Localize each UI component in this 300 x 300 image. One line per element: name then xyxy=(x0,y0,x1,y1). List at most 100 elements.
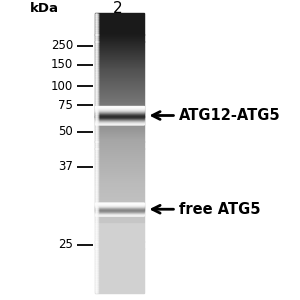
Bar xyxy=(95,192,144,193)
Bar xyxy=(95,164,144,165)
Bar xyxy=(95,112,144,113)
Bar xyxy=(95,62,144,63)
Bar xyxy=(95,234,144,235)
Bar xyxy=(95,93,144,94)
Bar xyxy=(95,254,144,255)
Bar xyxy=(95,82,144,83)
Bar xyxy=(95,204,144,205)
Bar xyxy=(95,167,144,168)
Bar xyxy=(95,123,144,124)
Bar xyxy=(95,264,144,265)
Bar xyxy=(95,99,144,100)
Bar xyxy=(95,22,144,23)
Bar xyxy=(95,75,144,76)
Bar xyxy=(95,52,144,53)
Bar xyxy=(95,151,144,152)
Bar xyxy=(95,21,144,22)
Bar xyxy=(95,20,144,21)
Bar xyxy=(95,30,144,31)
Bar xyxy=(95,256,144,257)
Bar xyxy=(95,178,144,179)
Bar xyxy=(95,53,144,54)
Bar xyxy=(95,84,144,85)
Bar xyxy=(95,76,144,77)
Bar xyxy=(95,90,144,91)
Text: 250: 250 xyxy=(51,39,73,52)
Bar xyxy=(95,133,144,134)
Bar xyxy=(95,14,144,15)
Bar xyxy=(95,193,144,194)
Bar xyxy=(95,32,144,33)
Bar xyxy=(95,58,144,59)
Bar xyxy=(95,252,144,253)
Bar xyxy=(95,281,144,282)
Bar xyxy=(95,154,144,155)
Bar xyxy=(95,177,144,178)
Bar xyxy=(95,69,144,70)
Bar xyxy=(95,158,144,159)
Bar xyxy=(95,211,144,212)
Bar xyxy=(95,87,144,88)
Bar xyxy=(95,39,144,40)
Bar xyxy=(95,276,144,277)
Bar xyxy=(95,120,144,121)
Bar xyxy=(95,15,144,16)
Bar xyxy=(95,244,144,245)
Bar xyxy=(95,262,144,263)
Bar xyxy=(95,48,144,49)
Bar xyxy=(95,31,144,32)
Bar xyxy=(95,67,144,68)
Bar xyxy=(95,124,144,125)
Bar xyxy=(95,210,144,211)
Bar xyxy=(95,105,144,106)
Bar xyxy=(95,103,144,104)
Bar xyxy=(95,92,144,93)
Bar xyxy=(95,49,144,50)
Bar xyxy=(95,222,144,223)
Bar xyxy=(95,27,144,28)
Bar xyxy=(95,95,144,96)
Bar xyxy=(95,38,144,39)
Bar xyxy=(95,227,144,228)
Bar xyxy=(95,215,144,216)
Bar xyxy=(95,255,144,256)
Bar xyxy=(95,278,144,279)
Bar xyxy=(95,243,144,244)
Bar xyxy=(95,218,144,219)
Bar xyxy=(95,205,144,206)
Bar xyxy=(95,116,144,117)
Text: 2: 2 xyxy=(113,2,123,16)
Bar xyxy=(95,68,144,69)
Bar xyxy=(95,59,144,60)
Bar xyxy=(95,132,144,133)
Bar xyxy=(95,225,144,226)
Bar xyxy=(95,118,144,119)
Bar xyxy=(95,42,144,43)
Bar xyxy=(95,230,144,231)
Bar xyxy=(95,129,144,130)
Bar xyxy=(95,251,144,252)
Bar xyxy=(95,138,144,139)
Bar xyxy=(95,108,144,109)
Bar xyxy=(95,18,144,19)
Bar xyxy=(95,111,144,112)
Bar xyxy=(95,77,144,78)
Bar xyxy=(95,29,144,30)
Bar xyxy=(95,114,144,115)
Bar xyxy=(95,65,144,66)
Bar xyxy=(95,110,144,111)
Bar xyxy=(95,196,144,197)
Bar xyxy=(95,265,144,266)
Bar xyxy=(95,43,144,44)
Bar xyxy=(95,179,144,180)
Bar xyxy=(95,149,144,150)
Bar xyxy=(95,229,144,230)
Bar xyxy=(95,135,144,136)
Bar xyxy=(95,89,144,90)
Bar xyxy=(95,291,144,292)
Bar xyxy=(95,266,144,267)
Bar xyxy=(95,290,144,291)
Bar xyxy=(95,72,144,73)
Bar xyxy=(95,51,144,52)
Bar xyxy=(95,33,144,34)
